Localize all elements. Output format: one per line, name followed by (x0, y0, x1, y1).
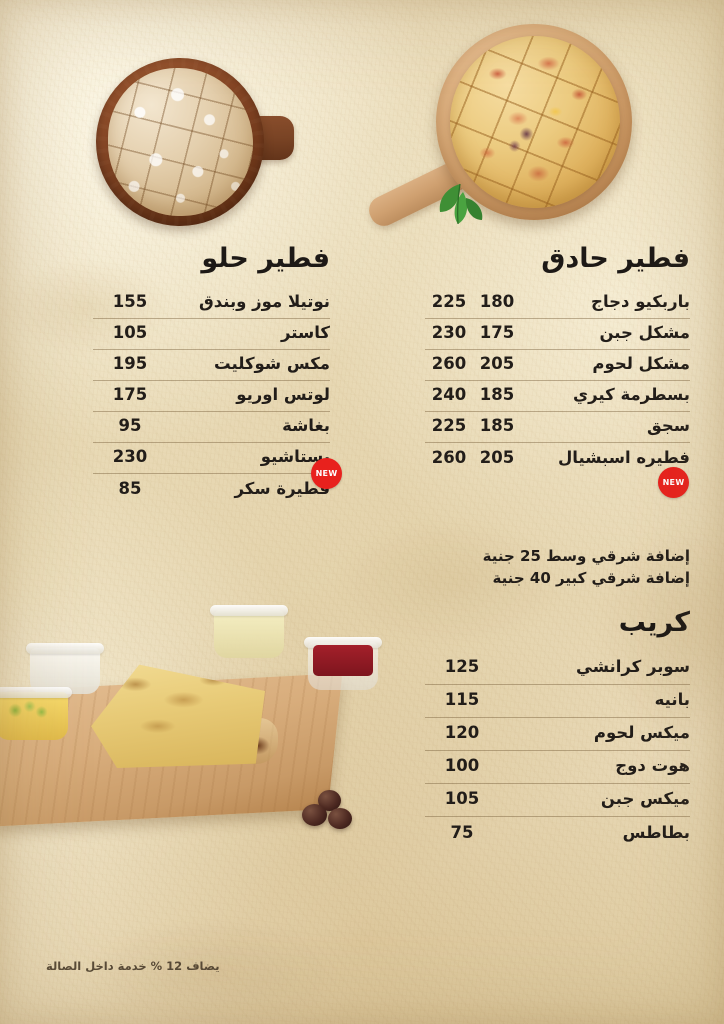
item-name: مشكل جبن (599, 323, 690, 342)
table-row[interactable]: مشكل جبن 175 230 (425, 319, 690, 350)
item-price: 230 (112, 447, 148, 466)
item-price: 75 (450, 822, 474, 842)
section-title-crepe: كريب (618, 607, 690, 638)
item-name: بطاطس (622, 822, 690, 842)
item-price-large: 260 (431, 354, 467, 373)
tahini-sauce-cup (210, 605, 288, 658)
item-price: 195 (112, 354, 148, 373)
item-name: بستاشيو (260, 447, 330, 466)
white-sauce-cup (26, 643, 104, 694)
item-price: 155 (112, 292, 148, 311)
item-name: سجق (647, 416, 690, 435)
table-row[interactable]: فطيره اسبشيال 205 260 (425, 443, 690, 474)
item-price-large: 260 (431, 447, 467, 467)
item-price: 115 (444, 690, 480, 709)
table-row[interactable]: بطاطس 75 (425, 817, 690, 850)
table-row[interactable]: مشكل لحوم 205 260 (425, 350, 690, 381)
item-name: سوبر كرانشي (576, 657, 690, 676)
item-name: مشكل لحوم (592, 354, 690, 373)
olives-pickles-cup (0, 687, 72, 740)
crepe-platter-image (0, 600, 392, 875)
item-name: مكس شوكليت (214, 354, 330, 373)
new-badge: NEW (658, 467, 689, 498)
item-name: ميكس جبن (600, 789, 690, 808)
sweet-menu-list: نوتيلا موز وبندق 155 كاستر 105 مكس شوكلي… (93, 288, 330, 505)
basil-leaves-icon (439, 183, 483, 225)
item-name: بانيه (654, 690, 690, 709)
item-price-medium: 185 (479, 416, 515, 435)
table-row[interactable]: فطيرة سكر 85 (93, 474, 330, 505)
savory-fateer (450, 36, 620, 208)
item-price: 85 (118, 478, 142, 498)
item-name: بسطرمة كيري (572, 385, 690, 404)
addons-note: إضافة شرقي وسط 25 جنية إضافة شرقي كبير 4… (360, 545, 690, 589)
table-row[interactable]: باربكيو دجاج 180 225 (425, 288, 690, 319)
item-name: فطيرة سكر (234, 478, 330, 498)
table-row[interactable]: كاستر 105 (93, 319, 330, 350)
table-row[interactable]: بستاشيو 230 (93, 443, 330, 474)
item-name: فطيره اسبشيال (557, 447, 690, 467)
item-name: لوتس اوريو (236, 385, 330, 404)
crepe-menu-list: سوبر كرانشي 125 بانيه 115 ميكس لحوم 120 … (425, 652, 690, 850)
powdered-sugar-fateer (108, 68, 253, 216)
folded-crepe (91, 664, 265, 768)
item-price: 120 (444, 723, 480, 742)
item-price: 125 (444, 657, 480, 676)
item-price: 100 (444, 756, 480, 775)
section-title-savory: فطير حادق (541, 243, 690, 274)
item-name: هوت دوج (615, 756, 690, 775)
item-price-large: 225 (431, 292, 467, 311)
item-price-medium: 185 (479, 385, 515, 404)
item-name: باربكيو دجاج (591, 292, 690, 311)
service-charge-note: يضاف 12 % خدمة داخل الصالة (46, 959, 220, 973)
table-row[interactable]: بانيه 115 (425, 685, 690, 718)
item-name: ميكس لحوم (593, 723, 690, 742)
item-price: 105 (444, 789, 480, 808)
sweet-pastry-image (88, 52, 294, 232)
savory-menu-list: باربكيو دجاج 180 225 مشكل جبن 175 230 مش… (425, 288, 690, 474)
item-price-medium: 205 (479, 447, 515, 467)
table-row[interactable]: بسطرمة كيري 185 240 (425, 381, 690, 412)
item-name: بغاشة (282, 416, 330, 435)
black-olives (302, 790, 362, 834)
item-price-medium: 180 (479, 292, 515, 311)
item-price-large: 225 (431, 416, 467, 435)
item-name: نوتيلا موز وبندق (198, 292, 330, 311)
item-price-large: 240 (431, 385, 467, 404)
item-price: 95 (118, 416, 142, 435)
table-row[interactable]: هوت دوج 100 (425, 751, 690, 784)
table-row[interactable]: بغاشة 95 (93, 412, 330, 443)
section-title-sweet: فطير حلو (201, 243, 330, 274)
item-name: كاستر (280, 323, 330, 342)
table-row[interactable]: نوتيلا موز وبندق 155 (93, 288, 330, 319)
table-row[interactable]: سوبر كرانشي 125 (425, 652, 690, 685)
table-row[interactable]: ميكس جبن 105 (425, 784, 690, 817)
table-row[interactable]: لوتس اوريو 175 (93, 381, 330, 412)
item-price-medium: 205 (479, 354, 515, 373)
addon-line-medium: إضافة شرقي وسط 25 جنية (482, 547, 690, 565)
table-row[interactable]: ميكس لحوم 120 (425, 718, 690, 751)
ketchup-sauce-cup (304, 637, 382, 690)
new-badge-label: NEW (315, 469, 338, 478)
item-price: 105 (112, 323, 148, 342)
savory-pastry-image (358, 18, 668, 233)
table-row[interactable]: سجق 185 225 (425, 412, 690, 443)
addon-line-large: إضافة شرقي كبير 40 جنية (492, 569, 691, 587)
new-badge: NEW (311, 458, 342, 489)
item-price: 175 (112, 385, 148, 404)
item-price-large: 230 (431, 323, 467, 342)
table-row[interactable]: مكس شوكليت 195 (93, 350, 330, 381)
new-badge-label: NEW (662, 478, 685, 487)
item-price-medium: 175 (479, 323, 515, 342)
